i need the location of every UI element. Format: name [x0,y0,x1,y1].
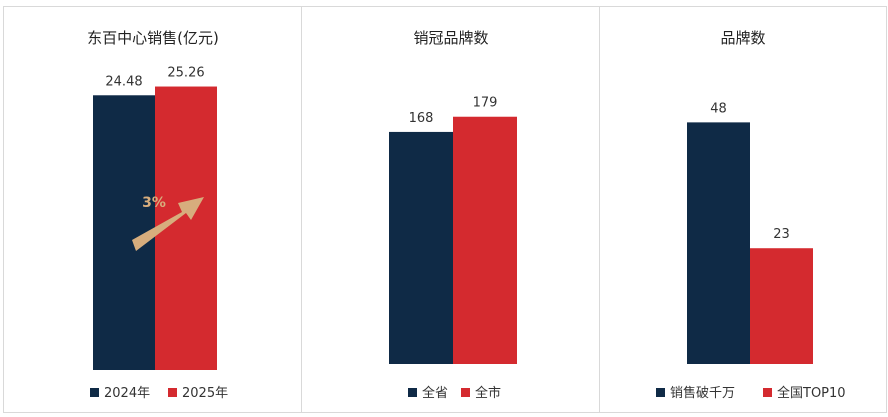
brand-count-legend-swatch-1 [656,388,665,397]
top-brands-bar-1 [389,131,453,364]
sales-value-label-2: 25.26 [167,66,204,81]
top-brands-legend-label-1: 全省 [422,385,448,401]
sales-legend-swatch-2 [168,388,177,397]
brand-count-legend-label-2: 全国TOP10 [777,385,846,401]
top-brands-value-label-1: 168 [409,111,434,126]
sales-bar-1 [93,95,155,370]
growth-percent-label: 3% [142,195,166,211]
chart-panel-sales: 东百中心销售(亿元) 24.48 25.26 2024年 2025年 3% [3,6,303,413]
sales-legend-label-2: 2025年 [182,386,228,401]
brand-count-bar-1 [687,122,750,364]
brand-count-legend-label-1: 销售破千万 [670,385,735,401]
chart-panel-top-brands: 销冠品牌数 168 179 全省 全市 [301,6,601,413]
brand-count-value-label-2: 23 [773,227,790,242]
brand-count-value-label-1: 48 [710,101,727,116]
top-brands-legend-swatch-2 [461,388,470,397]
sales-legend-label-1: 2024年 [104,386,150,401]
chart-panel-brand-count: 品牌数 48 23 销售破千万 全国TOP10 [599,6,887,413]
sales-chart-title: 东百中心销售(亿元) [87,29,219,47]
top-brands-chart-title: 销冠品牌数 [413,29,488,47]
sales-legend-swatch-1 [90,388,99,397]
brand-count-chart-svg: 品牌数 48 23 销售破千万 全国TOP10 [656,29,846,401]
brand-count-chart-title: 品牌数 [720,29,765,47]
sales-chart-svg: 东百中心销售(亿元) 24.48 25.26 2024年 2025年 3% [87,29,228,401]
sales-value-label-1: 24.48 [105,74,142,89]
growth-arrow-icon [132,197,204,251]
top-brands-bar-2 [453,116,517,365]
top-brands-value-label-2: 179 [473,96,498,111]
top-brands-chart-svg: 销冠品牌数 168 179 全省 全市 [389,29,517,401]
top-brands-legend-swatch-1 [408,388,417,397]
brand-count-legend-swatch-2 [763,388,772,397]
brand-count-bar-2 [750,248,813,364]
top-brands-legend-label-2: 全市 [475,385,501,401]
